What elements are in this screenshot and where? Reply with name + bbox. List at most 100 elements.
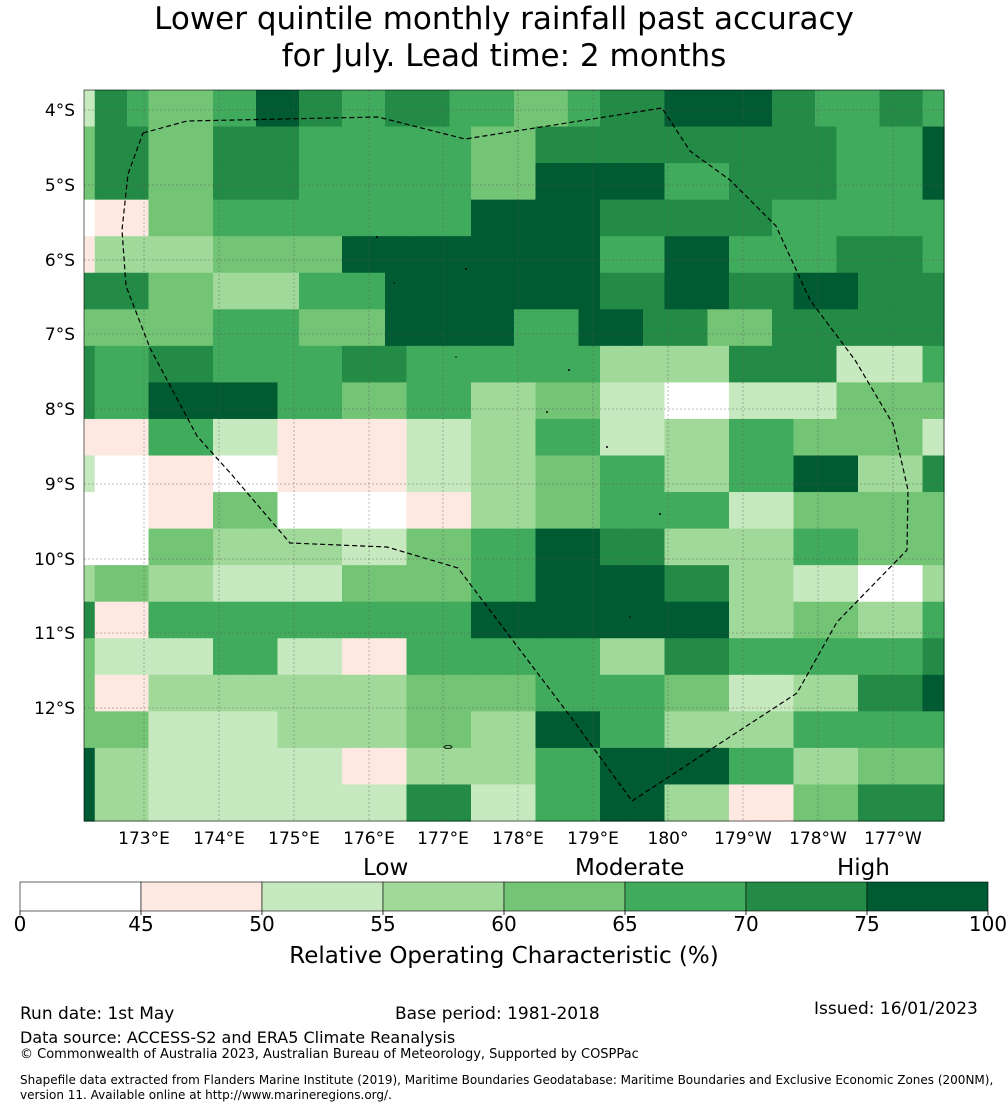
- grid-cell: [481, 199, 494, 237]
- grid-cell: [159, 638, 171, 676]
- grid-cell: [460, 747, 472, 786]
- grid-cell: [471, 674, 483, 712]
- grid-cell: [299, 674, 311, 712]
- grid-cell: [234, 272, 246, 310]
- grid-cell: [664, 199, 676, 237]
- grid-cell: [127, 126, 139, 164]
- grid-cell: [94, 309, 107, 347]
- grid-cell: [793, 418, 805, 457]
- grid-cell: [256, 163, 268, 201]
- grid-cell: [922, 565, 934, 603]
- grid-cell: [567, 638, 580, 676]
- grid-cell: [535, 528, 547, 566]
- grid-cell: [858, 455, 870, 493]
- grid-cell: [836, 236, 848, 274]
- category-low: Low: [363, 855, 409, 881]
- grid-cell: [395, 126, 408, 164]
- grid-cell: [331, 711, 343, 749]
- grid-cell: [707, 345, 719, 383]
- grid-cell: [320, 236, 332, 274]
- grid-cell: [600, 90, 612, 128]
- grid-cell: [148, 418, 160, 457]
- grid-cell: [686, 711, 698, 749]
- grid-cell: [256, 638, 268, 676]
- grid-cell: [772, 345, 784, 383]
- grid-cell: [761, 784, 773, 822]
- grid-cell: [460, 784, 472, 822]
- grid-cell: [911, 236, 924, 274]
- grid-cell: [922, 418, 934, 457]
- grid-cell: [417, 528, 429, 566]
- grid-cell: [772, 638, 784, 676]
- grid-cell: [804, 199, 816, 237]
- grid-cell: [610, 236, 623, 274]
- grid-cell: [901, 638, 913, 676]
- grid-cell: [148, 747, 160, 786]
- grid-cell: [277, 272, 289, 310]
- latitude-label: 10°S: [34, 550, 75, 570]
- grid-cell: [621, 90, 633, 128]
- grid-cell: [245, 455, 257, 493]
- grid-cell: [503, 492, 515, 530]
- grid-cell: [557, 345, 569, 383]
- grid-cell: [116, 345, 128, 383]
- grid-cell: [84, 784, 96, 822]
- grid-cell: [578, 236, 590, 274]
- grid-cell: [245, 492, 257, 530]
- grid-cell: [395, 747, 408, 786]
- grid-cell: [417, 784, 429, 822]
- grid-cell: [395, 784, 408, 822]
- grid-cell: [772, 747, 784, 786]
- grid-cell: [94, 565, 107, 603]
- grid-cell: [460, 455, 472, 493]
- grid-cell: [342, 382, 354, 420]
- grid-cell: [879, 309, 891, 347]
- grid-cell: [890, 199, 902, 237]
- grid-cell: [535, 199, 547, 237]
- grid-cell: [911, 565, 924, 603]
- grid-cell: [471, 492, 483, 530]
- grid-cell: [739, 528, 752, 566]
- grid-cell: [374, 492, 386, 530]
- grid-cell: [836, 784, 848, 822]
- grid-cell: [567, 565, 580, 603]
- grid-cell: [471, 565, 483, 603]
- grid-cell: [84, 418, 96, 457]
- colorbar-swatch: [624, 881, 747, 912]
- grid-cell: [245, 236, 257, 274]
- grid-cell: [170, 418, 182, 457]
- grid-cell: [707, 272, 719, 310]
- grid-cell: [191, 90, 203, 128]
- grid-cell: [503, 90, 515, 128]
- grid-cell: [653, 601, 666, 639]
- longitude-labels: 173°E 174°E 175°E 176°E 177°E 178°E 179°E 180° 1…: [118, 829, 922, 849]
- grid-cell: [739, 674, 752, 712]
- grid-cell: [223, 272, 236, 310]
- grid-cell: [309, 528, 322, 566]
- grid-cell: [514, 199, 526, 237]
- grid-cell: [750, 163, 762, 201]
- grid-cell: [804, 455, 816, 493]
- grid-cell: [804, 418, 816, 457]
- grid-cell: [621, 199, 633, 237]
- grid-cell: [180, 236, 193, 274]
- grid-cell: [524, 601, 537, 639]
- grid-cell: [245, 638, 257, 676]
- grid-cell: [901, 674, 913, 712]
- grid-cell: [223, 455, 236, 493]
- grid-cell: [653, 163, 666, 201]
- grid-cell: [750, 492, 762, 530]
- grid-cell: [782, 309, 795, 347]
- grid-cell: [901, 126, 913, 164]
- grid-cell: [557, 638, 569, 676]
- grid-cell: [170, 492, 182, 530]
- grid-cell: [84, 272, 96, 310]
- grid-cell: [202, 565, 214, 603]
- grid-cell: [352, 163, 365, 201]
- grid-cell: [385, 382, 397, 420]
- grid-cell: [417, 382, 429, 420]
- grid-cell: [911, 638, 924, 676]
- grid-cell: [567, 674, 580, 712]
- grid-cell: [600, 747, 612, 786]
- grid-cell: [664, 565, 676, 603]
